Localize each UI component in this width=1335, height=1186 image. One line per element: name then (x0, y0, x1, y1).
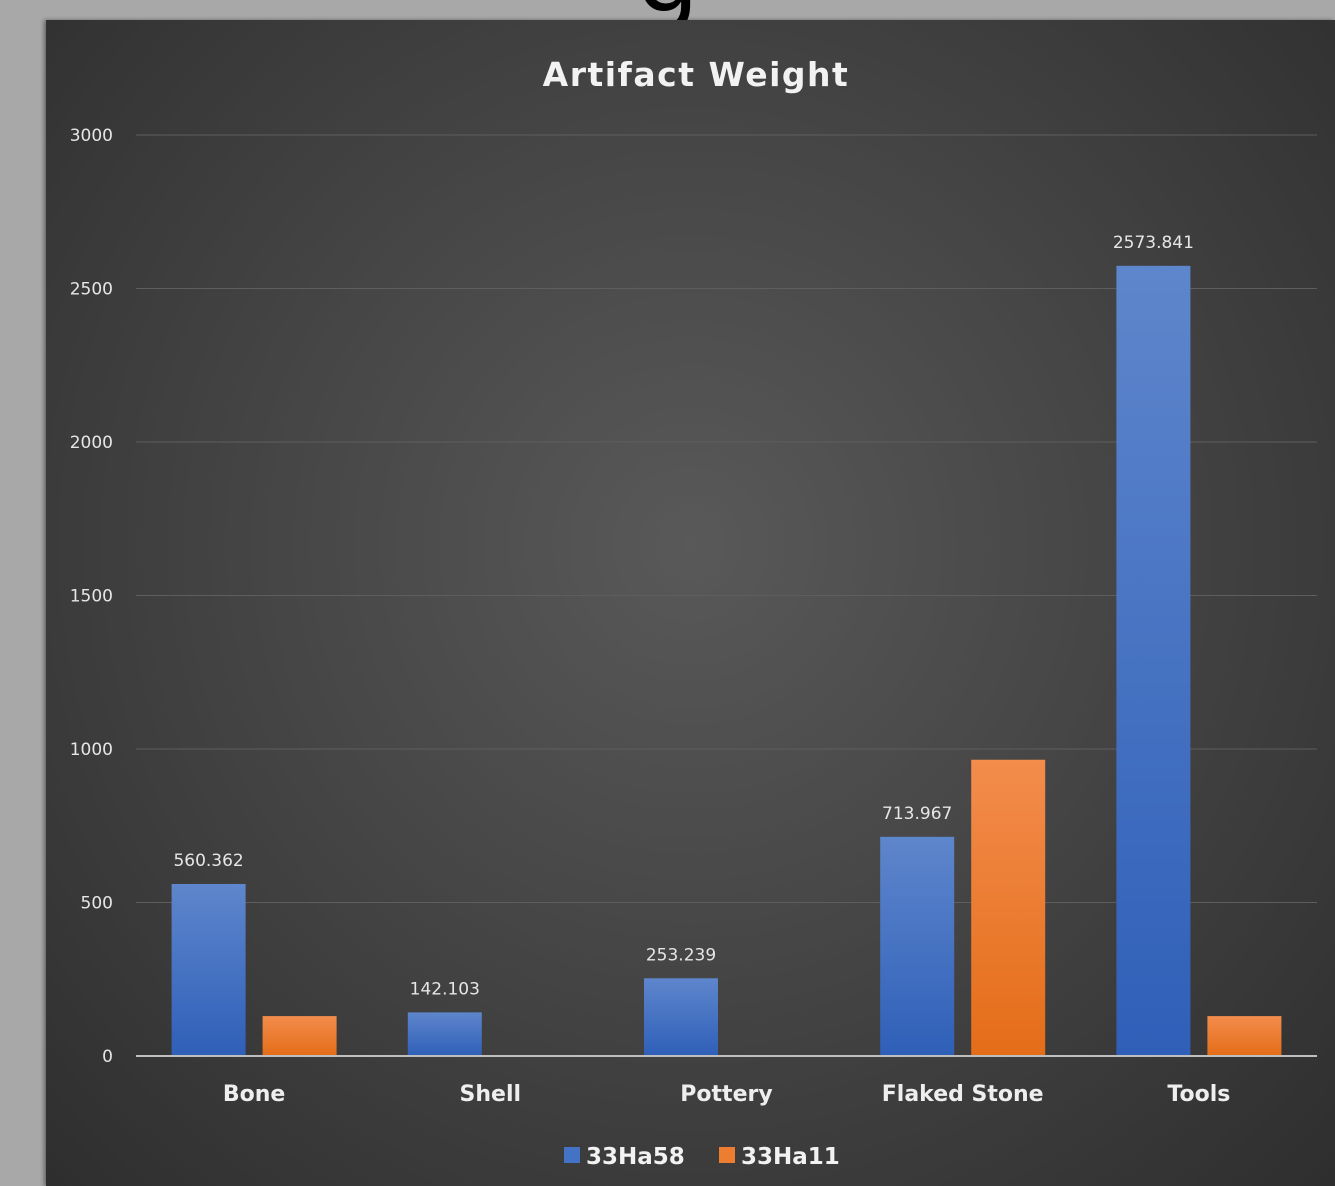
x-axis: Bone Shell Pottery Flaked Stone Tools (223, 1082, 1231, 1107)
bar-33ha58-flaked-stone (880, 836, 955, 1056)
bars (171, 265, 1282, 1057)
data-labels: 560.362 142.103 253.239 713.967 2573.841 (173, 233, 1194, 1000)
legend-label-33ha11: 33Ha11 (741, 1144, 840, 1170)
x-tick-label: Flaked Stone (882, 1082, 1044, 1107)
x-tick-label: Shell (460, 1082, 522, 1107)
y-tick-label: 0 (102, 1047, 113, 1067)
y-tick-label: 1000 (70, 740, 113, 760)
chart-title: Artifact Weight (543, 55, 850, 94)
bar-33ha58-bone (171, 883, 246, 1056)
data-label: 253.239 (646, 945, 716, 965)
y-axis: 0 500 1000 1500 2000 2500 3000 (70, 126, 113, 1067)
data-label: 142.103 (410, 979, 480, 999)
bar-33ha11-tools (1207, 1016, 1282, 1056)
y-tick-label: 500 (81, 894, 113, 914)
data-label: 2573.841 (1113, 233, 1194, 253)
legend-label-33ha58: 33Ha58 (586, 1144, 685, 1170)
bar-33ha11-flaked-stone (971, 759, 1046, 1056)
bar-chart: 0 500 1000 1500 2000 2500 3000 560.362 142.103 2… (70, 55, 1317, 1170)
chart-panel: 0 500 1000 1500 2000 2500 3000 560.362 142.103 2… (46, 20, 1335, 1186)
bar-33ha58-tools (1116, 265, 1191, 1056)
y-tick-label: 2000 (70, 433, 113, 453)
legend: 33Ha58 33Ha11 (564, 1144, 840, 1170)
legend-swatch-33ha11 (719, 1147, 735, 1163)
bar-33ha58-shell (407, 1012, 482, 1056)
gridlines (136, 134, 1317, 903)
x-tick-label: Tools (1167, 1082, 1230, 1107)
legend-swatch-33ha58 (564, 1147, 580, 1163)
bar-33ha58-pottery (644, 978, 718, 1056)
y-tick-label: 1500 (70, 587, 113, 607)
y-tick-label: 2500 (70, 280, 113, 300)
x-tick-label: Bone (223, 1082, 285, 1107)
data-label: 713.967 (882, 804, 952, 824)
y-tick-label: 3000 (70, 126, 113, 146)
data-label: 560.362 (173, 851, 243, 871)
x-tick-label: Pottery (680, 1082, 772, 1107)
bar-33ha11-bone (262, 1016, 337, 1056)
